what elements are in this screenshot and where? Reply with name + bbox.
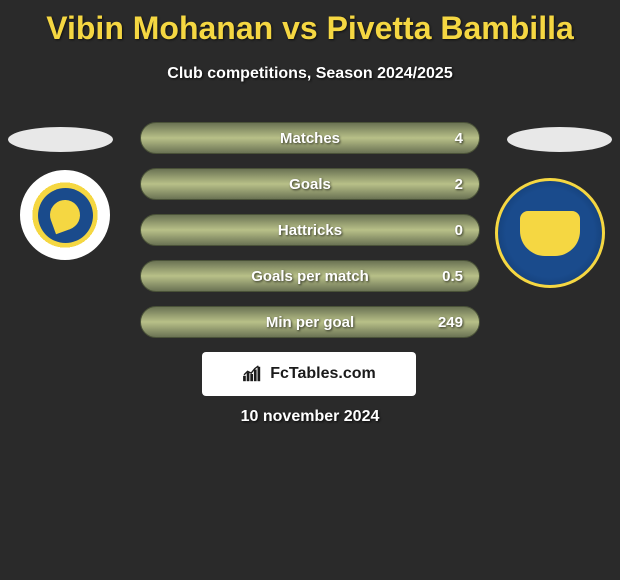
stat-label: Matches [280,130,340,147]
stat-row-goals-per-match: Goals per match 0.5 [140,260,480,292]
stat-row-hattricks: Hattricks 0 [140,214,480,246]
bars-chart-icon [242,365,264,383]
stat-row-goals: Goals 2 [140,168,480,200]
player-photo-right-placeholder [507,127,612,152]
stat-value: 2 [455,176,463,193]
club-badge-left-inner [38,188,93,243]
stat-value: 4 [455,130,463,147]
club-badge-right-inner [520,211,580,256]
stat-value: 249 [438,314,463,331]
stat-label: Min per goal [266,314,354,331]
chennaiyin-fc-badge [495,178,605,288]
kerala-blasters-badge [20,170,110,260]
attribution-text: FcTables.com [270,365,376,383]
season-subtitle: Club competitions, Season 2024/2025 [0,65,620,83]
stat-row-min-per-goal: Min per goal 249 [140,306,480,338]
stat-label: Goals [289,176,331,193]
stat-label: Goals per match [251,268,369,285]
player-photo-left-placeholder [8,127,113,152]
stat-row-matches: Matches 4 [140,122,480,154]
stat-value: 0.5 [442,268,463,285]
attribution-badge: FcTables.com [202,352,416,396]
stat-label: Hattricks [278,222,342,239]
comparison-title: Vibin Mohanan vs Pivetta Bambilla [0,0,620,47]
stat-bars-container: Matches 4 Goals 2 Hattricks 0 Goals per … [140,122,480,352]
stat-value: 0 [455,222,463,239]
comparison-date: 10 november 2024 [0,408,620,426]
